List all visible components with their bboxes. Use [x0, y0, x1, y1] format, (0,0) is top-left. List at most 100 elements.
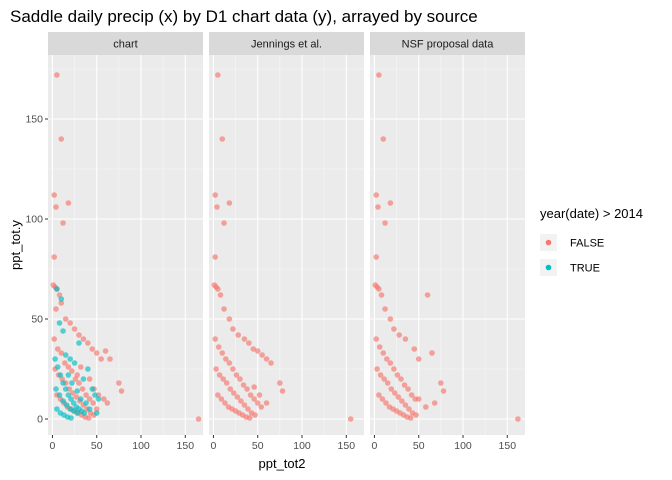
data-point-false	[213, 366, 219, 372]
data-point-false	[54, 72, 60, 78]
chart-title: Saddle daily precip (x) by D1 chart data…	[10, 7, 478, 26]
data-point-false	[375, 204, 381, 210]
data-point-false	[376, 392, 382, 398]
x-tick-label: 150	[177, 440, 195, 452]
data-point-false	[58, 350, 65, 356]
data-point-false	[215, 286, 221, 292]
data-point-false	[118, 388, 125, 394]
data-point-true	[95, 396, 102, 402]
data-point-false	[395, 394, 402, 400]
data-point-false	[279, 388, 286, 394]
data-point-false	[65, 364, 72, 370]
data-point-true	[65, 372, 72, 378]
panel-background	[370, 55, 525, 435]
data-point-false	[256, 392, 263, 398]
y-tick-label: 50	[31, 314, 43, 326]
data-point-true	[54, 286, 60, 292]
facet-panels: chart 0 50 100 150 0 50 100 150 Jennings et al. 0 5…	[25, 32, 525, 452]
data-point-false	[226, 200, 233, 206]
data-point-false	[226, 360, 233, 366]
data-point-false	[235, 332, 242, 338]
data-point-false	[254, 400, 261, 406]
data-point-false	[220, 376, 226, 382]
data-point-false	[116, 380, 122, 386]
legend: year(date) > 2014 FALSE TRUE	[540, 206, 643, 276]
data-point-false	[259, 352, 265, 358]
data-point-false	[104, 400, 111, 406]
data-point-false	[230, 366, 236, 372]
data-point-false	[51, 192, 57, 198]
data-point-false	[241, 402, 248, 408]
data-point-false	[413, 412, 419, 418]
data-point-false	[373, 192, 380, 198]
data-point-false	[195, 416, 202, 422]
data-point-false	[230, 326, 236, 332]
data-point-true	[86, 406, 93, 412]
x-tick-label: 50	[252, 440, 264, 452]
data-point-false	[212, 192, 218, 198]
data-point-true	[63, 402, 70, 408]
data-point-true	[54, 364, 61, 370]
data-point-true	[74, 410, 81, 416]
data-point-false	[246, 340, 252, 346]
data-point-false	[238, 398, 244, 404]
data-point-false	[387, 360, 394, 366]
data-point-false	[380, 136, 387, 142]
data-point-false	[233, 372, 240, 378]
data-point-false	[223, 380, 230, 386]
data-point-false	[251, 384, 257, 390]
data-point-false	[374, 366, 380, 372]
data-point-false	[51, 336, 57, 342]
data-point-false	[382, 220, 388, 226]
data-point-false	[89, 346, 96, 352]
data-point-false	[73, 394, 80, 400]
data-point-true	[69, 380, 75, 386]
data-point-false	[394, 372, 401, 378]
data-point-true	[77, 396, 84, 402]
data-point-false	[76, 332, 82, 338]
data-point-false	[53, 204, 59, 210]
legend-key-false	[545, 239, 552, 246]
data-point-false	[58, 300, 65, 306]
data-point-false	[231, 390, 237, 396]
panel-background	[209, 55, 364, 435]
data-point-true	[70, 400, 77, 406]
data-point-false	[79, 386, 86, 392]
data-point-false	[218, 396, 225, 402]
data-point-false	[383, 400, 389, 406]
data-point-false	[223, 356, 229, 362]
data-point-false	[440, 388, 447, 394]
data-point-false	[392, 390, 398, 396]
data-point-true	[67, 356, 73, 362]
data-point-false	[65, 200, 72, 206]
data-point-false	[212, 254, 218, 260]
data-point-true	[60, 398, 66, 404]
data-point-false	[217, 292, 224, 298]
data-point-true	[92, 392, 98, 398]
data-point-true	[62, 352, 69, 358]
data-point-false	[53, 306, 59, 312]
x-tick-label: 0	[50, 440, 56, 452]
data-point-false	[415, 356, 422, 362]
data-point-false	[85, 340, 91, 346]
data-point-false	[93, 406, 100, 412]
data-point-false	[387, 316, 394, 322]
data-point-false	[376, 286, 382, 292]
data-point-false	[212, 336, 218, 342]
data-point-false	[102, 348, 109, 354]
data-point-false	[347, 416, 354, 422]
data-point-true	[56, 392, 63, 398]
data-point-true	[80, 376, 87, 382]
data-point-false	[215, 344, 222, 350]
data-point-false	[60, 220, 66, 226]
y-tick-label: 0	[37, 414, 43, 426]
data-point-true	[74, 388, 81, 394]
x-tick-label: 150	[338, 440, 356, 452]
x-tick-label: 100	[132, 440, 150, 452]
data-point-false	[373, 254, 380, 260]
data-point-false	[515, 416, 521, 422]
data-point-true	[68, 415, 74, 421]
facet-panel: Jennings et al. 0 50 100 150	[209, 32, 364, 452]
data-point-true	[85, 366, 91, 372]
